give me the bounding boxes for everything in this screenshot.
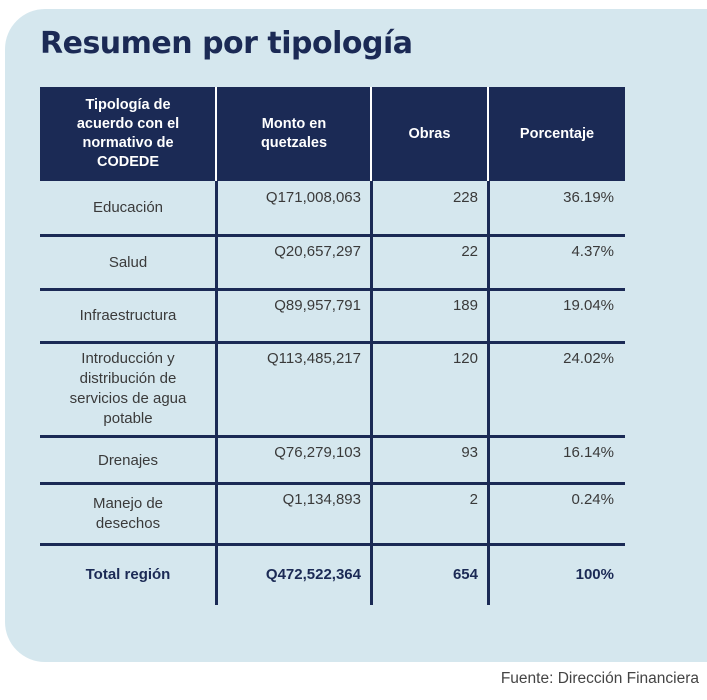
source-note: Fuente: Dirección Financiera bbox=[500, 670, 699, 687]
cell-obras: 93 bbox=[461, 444, 478, 461]
cell-obras: 22 bbox=[461, 243, 478, 260]
row-divider bbox=[40, 234, 625, 237]
cell-tipologia: Educación bbox=[92, 199, 164, 216]
cell-tipologia: Manejo de desechos bbox=[92, 495, 164, 532]
header-tipologia: Tipología de acuerdo con el normativo de… bbox=[76, 97, 180, 170]
cell-monto: Q20,657,297 bbox=[274, 243, 361, 260]
cell-porcentaje: 16.14% bbox=[563, 444, 614, 461]
cell-porcentaje: 36.19% bbox=[563, 189, 614, 206]
row-divider bbox=[40, 341, 625, 344]
column-divider bbox=[487, 181, 490, 605]
cell-porcentaje: 0.24% bbox=[571, 491, 614, 508]
cell-tipologia: Introducción y distribución de servicios… bbox=[69, 350, 187, 427]
table-header: Tipología de acuerdo con el normativo de… bbox=[40, 87, 625, 181]
header-divider bbox=[215, 87, 217, 181]
cell-obras: 2 bbox=[469, 491, 478, 508]
cell-tipologia: Salud bbox=[108, 254, 148, 271]
header-divider bbox=[487, 87, 489, 181]
header-porcentaje: Porcentaje bbox=[519, 125, 595, 142]
cell-monto: Q89,957,791 bbox=[274, 297, 361, 314]
cell-obras: 120 bbox=[452, 350, 478, 367]
cell-tipologia: Infraestructura bbox=[79, 307, 177, 324]
cell-monto: Q171,008,063 bbox=[265, 189, 361, 206]
cell-total-porcentaje: 100% bbox=[575, 566, 614, 583]
cell-obras: 189 bbox=[452, 297, 478, 314]
cell-porcentaje: 4.37% bbox=[571, 243, 614, 260]
cell-total-label: Total región bbox=[85, 566, 171, 583]
page-title: Resumen por tipología bbox=[40, 26, 413, 61]
cell-porcentaje: 19.04% bbox=[563, 297, 614, 314]
row-divider bbox=[40, 435, 625, 438]
column-divider bbox=[370, 181, 373, 605]
cell-monto: Q76,279,103 bbox=[274, 444, 361, 461]
row-divider bbox=[40, 288, 625, 291]
cell-monto: Q1,134,893 bbox=[282, 491, 361, 508]
header-obras: Obras bbox=[408, 125, 451, 142]
column-divider bbox=[215, 181, 218, 605]
cell-total-monto: Q472,522,364 bbox=[265, 566, 361, 583]
header-monto: Monto en quetzales bbox=[260, 116, 328, 151]
cell-porcentaje: 24.02% bbox=[563, 350, 614, 367]
row-divider bbox=[40, 482, 625, 485]
cell-tipologia: Drenajes bbox=[97, 452, 159, 469]
cell-monto: Q113,485,217 bbox=[267, 350, 361, 367]
row-divider bbox=[40, 543, 625, 546]
cell-total-obras: 654 bbox=[452, 566, 478, 583]
header-divider bbox=[370, 87, 372, 181]
cell-obras: 228 bbox=[452, 189, 478, 206]
